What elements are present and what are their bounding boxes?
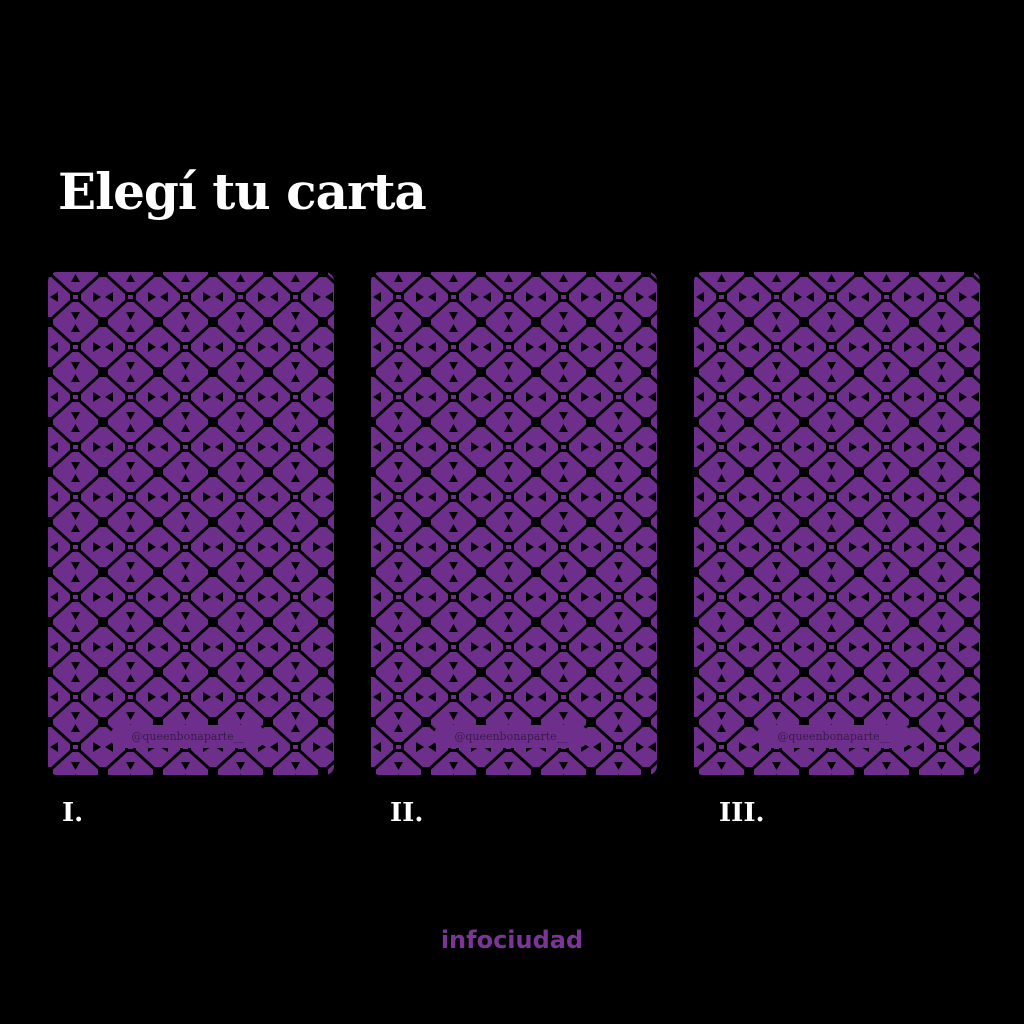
card-watermark: @queenbonaparte__ [110,725,266,748]
brand-logo: infociudad [440,926,584,954]
page-title: Elegí tu carta [58,162,427,221]
card-watermark: @queenbonaparte__ [756,725,912,748]
card-1-numeral: I. [62,798,84,828]
card-2-numeral: II. [390,798,424,828]
card-3[interactable]: @queenbonaparte__ [694,272,980,775]
card-2[interactable]: @queenbonaparte__ [371,272,657,775]
card-1[interactable]: @queenbonaparte__ [48,272,334,775]
card-watermark: @queenbonaparte__ [433,725,589,748]
card-3-numeral: III. [719,798,765,828]
card-back-pattern [371,272,657,775]
card-back-pattern [48,272,334,775]
card-back-pattern [694,272,980,775]
